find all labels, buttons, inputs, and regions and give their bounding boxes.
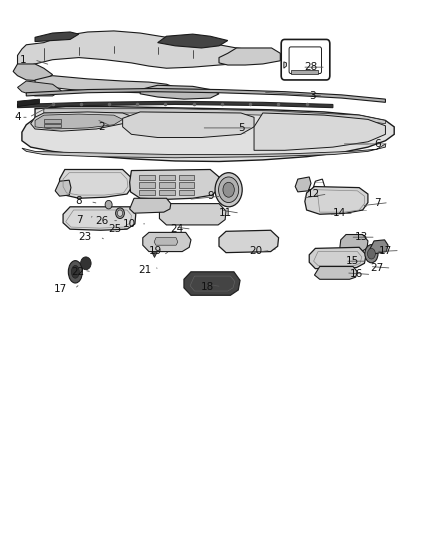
Polygon shape	[22, 144, 385, 158]
Text: 10: 10	[123, 219, 136, 229]
Ellipse shape	[219, 177, 239, 203]
Ellipse shape	[117, 210, 123, 216]
Polygon shape	[340, 235, 368, 253]
Ellipse shape	[81, 257, 91, 270]
Text: 21: 21	[138, 265, 152, 274]
Polygon shape	[159, 182, 175, 188]
Polygon shape	[35, 32, 79, 42]
Polygon shape	[184, 272, 240, 295]
Polygon shape	[55, 180, 71, 196]
Polygon shape	[18, 101, 333, 108]
Text: 6: 6	[374, 139, 381, 149]
Text: 23: 23	[79, 232, 92, 241]
Polygon shape	[219, 230, 279, 253]
Polygon shape	[159, 190, 175, 195]
Polygon shape	[179, 190, 194, 195]
Text: 16: 16	[350, 270, 364, 279]
Text: 24: 24	[171, 224, 184, 234]
Text: 7: 7	[374, 198, 381, 207]
Polygon shape	[18, 31, 263, 68]
Text: 12: 12	[307, 189, 320, 199]
Polygon shape	[159, 175, 175, 180]
Polygon shape	[18, 81, 61, 96]
Text: 8: 8	[76, 197, 82, 206]
Ellipse shape	[365, 245, 378, 263]
Polygon shape	[22, 107, 394, 161]
Ellipse shape	[367, 248, 375, 259]
Polygon shape	[18, 99, 39, 107]
Text: 27: 27	[371, 263, 384, 273]
Polygon shape	[291, 70, 318, 74]
Text: 1: 1	[20, 55, 26, 64]
Text: 26: 26	[95, 216, 109, 225]
Polygon shape	[159, 204, 226, 225]
Text: 14: 14	[333, 208, 346, 218]
Polygon shape	[26, 88, 385, 102]
Polygon shape	[219, 48, 280, 65]
Polygon shape	[31, 112, 131, 131]
Polygon shape	[44, 119, 61, 123]
Text: 20: 20	[250, 246, 263, 255]
Polygon shape	[35, 114, 123, 129]
Text: 3: 3	[309, 91, 315, 101]
Polygon shape	[35, 76, 175, 93]
Polygon shape	[139, 182, 155, 188]
Ellipse shape	[105, 200, 112, 209]
Ellipse shape	[223, 182, 234, 197]
Ellipse shape	[68, 261, 82, 283]
Text: 9: 9	[207, 191, 214, 201]
Polygon shape	[154, 238, 178, 245]
Text: 17: 17	[379, 246, 392, 255]
Polygon shape	[130, 198, 171, 213]
Text: 22: 22	[71, 267, 84, 277]
Text: 15: 15	[346, 256, 359, 266]
Polygon shape	[130, 169, 219, 199]
Text: 19: 19	[149, 246, 162, 255]
Polygon shape	[60, 169, 132, 198]
Polygon shape	[123, 112, 254, 138]
Polygon shape	[139, 190, 155, 195]
Polygon shape	[254, 113, 385, 150]
Text: 5: 5	[239, 123, 245, 133]
Polygon shape	[370, 240, 388, 254]
Polygon shape	[139, 175, 155, 180]
Ellipse shape	[71, 265, 79, 278]
Polygon shape	[284, 62, 286, 68]
Text: 13: 13	[355, 232, 368, 242]
Polygon shape	[179, 182, 194, 188]
Polygon shape	[179, 175, 194, 180]
Polygon shape	[140, 85, 219, 99]
Polygon shape	[158, 34, 228, 48]
Ellipse shape	[116, 208, 124, 219]
Text: 4: 4	[14, 112, 21, 122]
Text: 11: 11	[219, 208, 232, 218]
Polygon shape	[314, 266, 357, 279]
Text: 17: 17	[53, 284, 67, 294]
Text: 25: 25	[109, 224, 122, 234]
Polygon shape	[309, 247, 366, 269]
Text: 28: 28	[305, 62, 318, 72]
Ellipse shape	[215, 173, 242, 207]
Text: 2: 2	[99, 122, 105, 132]
Polygon shape	[13, 64, 53, 81]
Text: 18: 18	[201, 282, 214, 292]
Polygon shape	[63, 207, 136, 230]
Polygon shape	[295, 177, 311, 192]
Text: 7: 7	[76, 215, 82, 224]
Polygon shape	[44, 109, 385, 124]
Polygon shape	[143, 232, 191, 252]
Polygon shape	[44, 124, 61, 127]
Polygon shape	[305, 187, 368, 214]
